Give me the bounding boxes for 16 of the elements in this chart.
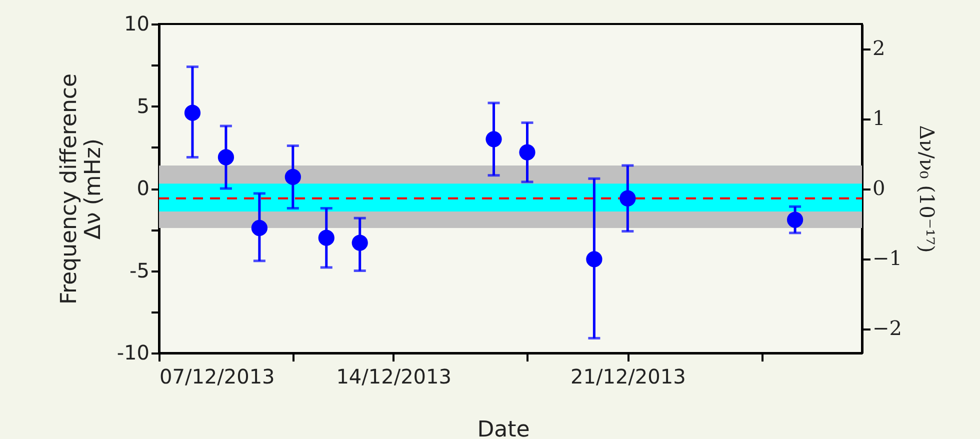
y2-tick-label: 0 (872, 176, 886, 200)
x-tick-label: 14/12/2013 (336, 364, 452, 388)
x-tick-label: 07/12/2013 (160, 364, 275, 388)
y-tick-label: -5 (130, 258, 150, 282)
y2-tick-label: 2 (872, 36, 886, 60)
y-tick-label: 10 (124, 12, 150, 36)
y-axis-title: Frequency difference Δν (mHz) (56, 73, 106, 305)
x-axis-title: Date (477, 418, 530, 439)
y2-tick-label: 1 (872, 106, 886, 130)
y2-axis-title: Δν/ν₀ (10⁻¹⁷) (914, 125, 939, 253)
y-tick-label: 0 (136, 176, 150, 200)
y2-tick-label: −2 (872, 316, 902, 340)
x-tick-label: 21/12/2013 (570, 364, 686, 388)
y-tick-label: -10 (116, 340, 150, 364)
y2-tick-label: −1 (872, 246, 902, 270)
y-tick-label: 5 (136, 94, 150, 118)
